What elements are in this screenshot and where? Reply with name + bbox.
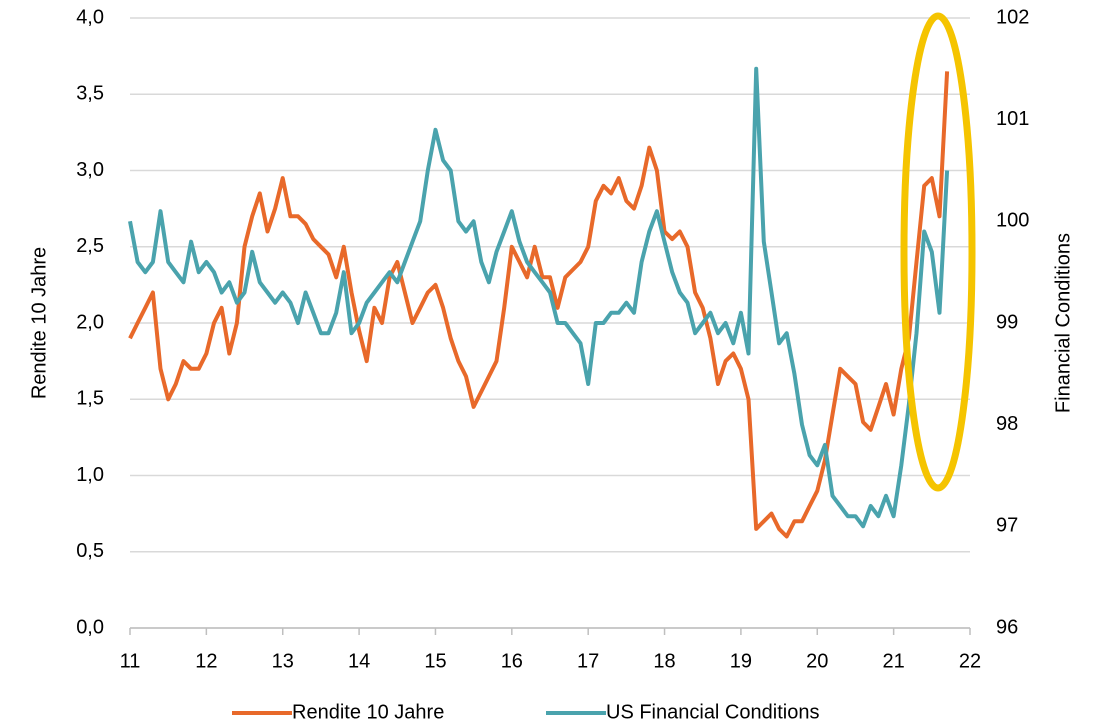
- series-line: [128, 71, 950, 539]
- x-tick-label: 12: [195, 650, 217, 672]
- y2-tick-label: 101: [996, 108, 1029, 130]
- series-line: [128, 66, 950, 529]
- y2-tick-label: 97: [996, 515, 1018, 537]
- x-tick-label: 11: [120, 650, 141, 672]
- y-tick-label: 0,0: [76, 616, 104, 638]
- legend-label: US Financial Conditions: [606, 701, 819, 723]
- x-tick-label: 15: [424, 650, 446, 672]
- x-tick-label: 14: [348, 650, 370, 672]
- x-tick-label: 18: [653, 650, 675, 672]
- y-tick-label: 4,0: [76, 6, 104, 28]
- y-tick-label: 3,0: [76, 159, 104, 181]
- y2-tick-label: 99: [996, 311, 1018, 333]
- x-tick-label: 22: [959, 650, 981, 672]
- legend-label: Rendite 10 Jahre: [292, 701, 444, 723]
- y-tick-label: 1,0: [76, 464, 104, 486]
- x-tick-label: 17: [577, 650, 599, 672]
- y2-tick-label: 96: [996, 616, 1018, 638]
- y-tick-label: 2,0: [76, 311, 104, 333]
- x-tick-label: 16: [501, 650, 523, 672]
- y-tick-label: 1,5: [76, 388, 104, 410]
- y-axis-label: Rendite 10 Jahre: [28, 247, 50, 399]
- y-tick-label: 3,5: [76, 83, 104, 105]
- highlight-ellipse: [900, 12, 976, 492]
- x-tick-label: 19: [730, 650, 752, 672]
- y2-tick-label: 102: [996, 6, 1029, 28]
- y2-tick-label: 100: [996, 210, 1029, 232]
- x-tick-label: 13: [272, 650, 294, 672]
- x-tick-label: 20: [806, 650, 828, 672]
- x-tick-label: 21: [883, 650, 905, 672]
- y-tick-label: 2,5: [76, 235, 104, 257]
- y2-axis-label: Financial Conditions: [1052, 233, 1074, 413]
- y-tick-label: 0,5: [76, 540, 104, 562]
- y2-tick-label: 98: [996, 413, 1018, 435]
